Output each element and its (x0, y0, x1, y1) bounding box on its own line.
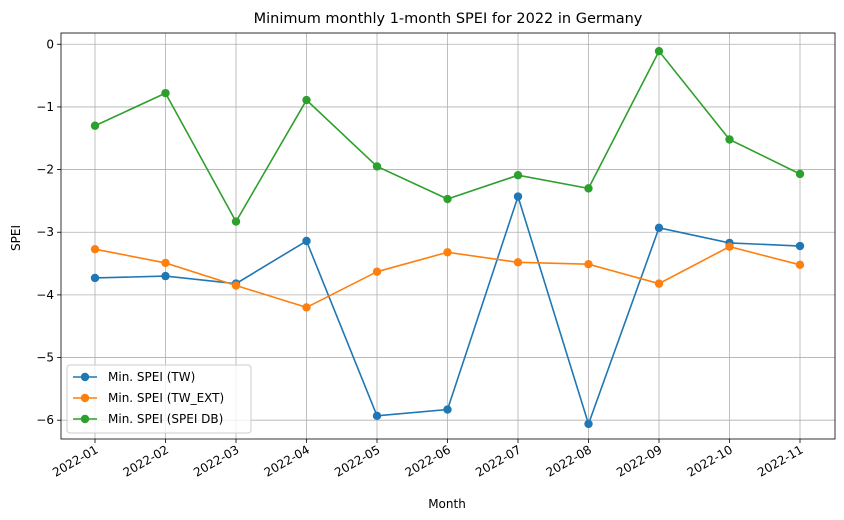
data-point (513, 171, 523, 180)
y-tick-label: 0 (46, 37, 54, 51)
data-point (795, 169, 805, 179)
data-point (372, 267, 382, 276)
data-point (302, 236, 311, 246)
data-point (90, 273, 100, 283)
series-layer (90, 46, 805, 429)
data-point (90, 121, 100, 130)
y-tick-label: −1 (36, 100, 54, 114)
data-point (725, 242, 734, 251)
data-point (161, 271, 170, 281)
data-point (795, 260, 805, 270)
legend-label: Min. SPEI (TW) (108, 370, 195, 384)
data-point (584, 419, 593, 429)
y-tick-label: −5 (36, 351, 54, 365)
data-point (161, 88, 170, 98)
y-tick-label: −2 (36, 163, 54, 177)
legend-marker (80, 393, 90, 403)
data-point (584, 184, 593, 193)
data-point (654, 279, 664, 288)
chart-title: Minimum monthly 1-month SPEI for 2022 in… (254, 11, 643, 27)
y-tick-label: −3 (36, 225, 54, 239)
data-point (372, 162, 382, 171)
data-point (161, 258, 170, 268)
legend-label: Min. SPEI (SPEI DB) (108, 412, 223, 426)
data-point (302, 95, 311, 105)
data-point (654, 46, 664, 56)
legend-marker (80, 414, 90, 424)
legend: Min. SPEI (TW) Min. SPEI (TW_EXT) Min. SPE… (66, 364, 252, 434)
data-point (443, 405, 452, 414)
x-axis-label: Month (428, 497, 466, 511)
data-point (725, 135, 734, 144)
data-point (90, 244, 100, 254)
data-point (231, 217, 241, 226)
data-point (231, 281, 241, 290)
legend-box (66, 364, 252, 434)
data-point (654, 223, 664, 233)
grid-lines (61, 33, 835, 439)
y-tick-label: −6 (36, 413, 54, 427)
data-point (302, 303, 311, 312)
plot-frame (60, 32, 836, 440)
y-tick-label: −4 (36, 288, 54, 302)
data-point (513, 192, 523, 201)
legend-label: Min. SPEI (TW_EXT) (108, 391, 224, 405)
data-point (443, 248, 452, 257)
data-point (795, 241, 805, 251)
data-point (443, 194, 452, 204)
legend-marker (80, 372, 90, 382)
data-point (513, 258, 523, 267)
y-axis-label: SPEI (9, 225, 23, 251)
data-point (372, 411, 382, 421)
data-point (584, 259, 593, 269)
